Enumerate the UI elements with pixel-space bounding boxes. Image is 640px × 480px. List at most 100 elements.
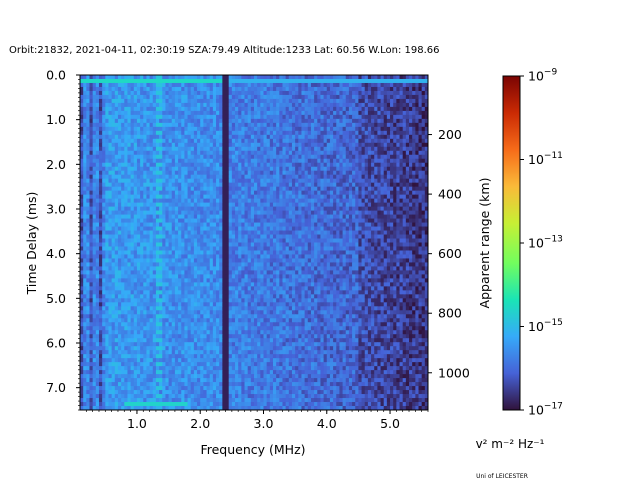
- heatmap-cell: [143, 86, 147, 92]
- heatmap-cell: [380, 134, 385, 140]
- heatmap-cell: [114, 254, 119, 259]
- heatmap-cell: [206, 226, 211, 232]
- heatmap-cell: [390, 234, 394, 240]
- heatmap-cell: [269, 238, 274, 243]
- heatmap-cell: [212, 138, 217, 144]
- heatmap-cell: [133, 190, 138, 196]
- heatmap-cell: [200, 94, 204, 100]
- heatmap-cell: [203, 94, 208, 100]
- heatmap-cell: [155, 254, 160, 259]
- heatmap-cell: [250, 250, 255, 255]
- heatmap-cell: [140, 150, 144, 156]
- heatmap-cell: [143, 230, 147, 236]
- heatmap-cell: [345, 222, 350, 228]
- heatmap-cell: [254, 202, 258, 208]
- heatmap-cell: [304, 202, 309, 208]
- heatmap-cell: [146, 106, 151, 112]
- heatmap-cell: [285, 146, 290, 152]
- heatmap-cell: [276, 250, 280, 255]
- heatmap-cell: [105, 190, 109, 196]
- heatmap-cell: [86, 222, 90, 228]
- heatmap-cell: [127, 106, 132, 112]
- heatmap-cell: [146, 174, 151, 180]
- heatmap-cell: [272, 194, 277, 200]
- heatmap-cell: [225, 254, 230, 259]
- heatmap-cell: [377, 226, 382, 232]
- heatmap-cell: [124, 106, 128, 112]
- heatmap-cell: [89, 90, 94, 96]
- heatmap-cell: [247, 82, 252, 88]
- heatmap-cell: [399, 98, 404, 104]
- heatmap-cell: [304, 114, 309, 120]
- heatmap-cell: [329, 82, 334, 88]
- heatmap-cell: [83, 98, 87, 104]
- heatmap-cell: [336, 206, 340, 212]
- heatmap-cell: [114, 75, 119, 80]
- heatmap-cell: [352, 150, 356, 156]
- heatmap-cell: [105, 242, 109, 247]
- heatmap-cell: [225, 174, 230, 180]
- heatmap-cell: [323, 142, 328, 148]
- heatmap-cell: [314, 86, 318, 92]
- heatmap-cell: [165, 94, 170, 100]
- heatmap-cell: [102, 178, 106, 184]
- heatmap-cell: [149, 130, 154, 136]
- heatmap-cell: [95, 130, 100, 136]
- heatmap-cell: [348, 130, 353, 136]
- heatmap-cell: [162, 250, 166, 255]
- heatmap-cell: [165, 226, 170, 232]
- heatmap-cell: [92, 166, 97, 172]
- heatmap-cell: [162, 102, 166, 108]
- heatmap-cell: [143, 94, 147, 100]
- heatmap-cell: [291, 238, 296, 243]
- heatmap-cell: [203, 254, 208, 259]
- heatmap-cell: [380, 174, 385, 180]
- heatmap-cell: [228, 246, 233, 251]
- heatmap-cell: [295, 226, 299, 232]
- heatmap-cell: [219, 202, 223, 208]
- heatmap-cell: [418, 158, 423, 164]
- heatmap-cell: [105, 118, 109, 124]
- heatmap-cell: [238, 110, 242, 116]
- heatmap-cell: [402, 198, 407, 204]
- heatmap-cell: [92, 106, 97, 112]
- heatmap-cell: [155, 210, 160, 216]
- heatmap-cell: [105, 122, 109, 128]
- heatmap-cell: [89, 218, 94, 224]
- heatmap-cell: [143, 122, 147, 128]
- heatmap-cell: [178, 98, 182, 104]
- heatmap-area: [80, 75, 428, 410]
- heatmap-cell: [98, 206, 103, 212]
- heatmap-cell: [367, 238, 372, 243]
- heatmap-cell: [146, 178, 151, 184]
- heatmap-cell: [181, 146, 185, 152]
- heatmap-cell: [371, 106, 375, 112]
- heatmap-cell: [260, 214, 264, 220]
- heatmap-cell: [342, 150, 347, 156]
- heatmap-cell: [310, 174, 315, 180]
- heatmap-cell: [140, 166, 144, 172]
- heatmap-cell: [174, 226, 179, 232]
- heatmap-cell: [190, 106, 195, 112]
- heatmap-cell: [361, 122, 366, 128]
- heatmap-cell: [348, 158, 353, 164]
- heatmap-cell: [409, 226, 413, 232]
- heatmap-cell: [418, 166, 423, 172]
- heatmap-cell: [257, 174, 261, 180]
- heatmap-cell: [184, 238, 189, 243]
- heatmap-cell: [111, 238, 116, 243]
- heatmap-cell: [295, 82, 299, 88]
- heatmap-cell: [124, 154, 128, 160]
- heatmap-cell: [355, 166, 359, 172]
- heatmap-cell: [263, 102, 268, 108]
- heatmap-cell: [415, 142, 420, 148]
- heatmap-cell: [295, 238, 299, 243]
- heatmap-cell: [374, 242, 378, 247]
- heatmap-cell: [193, 110, 198, 116]
- heatmap-cell: [235, 234, 239, 240]
- heatmap-cell: [174, 190, 179, 196]
- heatmap-cell: [200, 226, 204, 232]
- heatmap-cell: [266, 174, 271, 180]
- heatmap-cell: [295, 166, 299, 172]
- heatmap-cell: [241, 126, 246, 132]
